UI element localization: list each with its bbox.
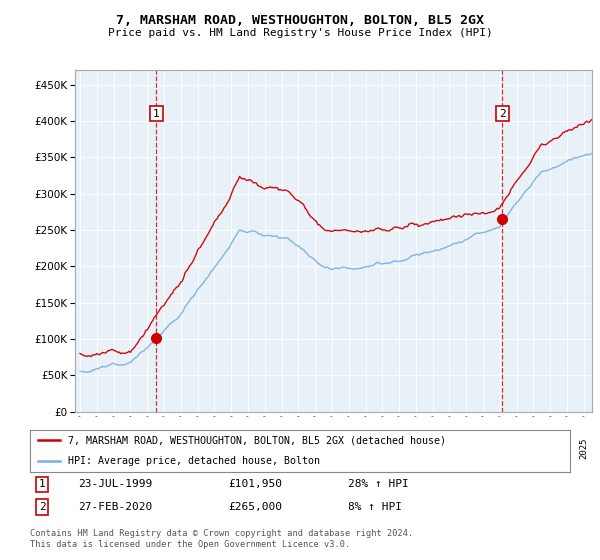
Text: 2022: 2022 bbox=[529, 437, 538, 459]
Text: 2018: 2018 bbox=[462, 437, 471, 459]
Text: 27-FEB-2020: 27-FEB-2020 bbox=[78, 502, 152, 512]
Text: 2021: 2021 bbox=[512, 437, 521, 459]
Text: 2019: 2019 bbox=[479, 437, 488, 459]
Text: 2013: 2013 bbox=[378, 437, 387, 459]
Text: 28% ↑ HPI: 28% ↑ HPI bbox=[348, 479, 409, 489]
Text: 2012: 2012 bbox=[361, 437, 370, 459]
Text: Price paid vs. HM Land Registry's House Price Index (HPI): Price paid vs. HM Land Registry's House … bbox=[107, 28, 493, 38]
Text: 2016: 2016 bbox=[428, 437, 437, 459]
Text: 7, MARSHAM ROAD, WESTHOUGHTON, BOLTON, BL5 2GX (detached house): 7, MARSHAM ROAD, WESTHOUGHTON, BOLTON, B… bbox=[68, 435, 446, 445]
Text: 1999: 1999 bbox=[143, 437, 152, 459]
Text: 2000: 2000 bbox=[160, 437, 169, 459]
Text: 2010: 2010 bbox=[328, 437, 337, 459]
Text: 7, MARSHAM ROAD, WESTHOUGHTON, BOLTON, BL5 2GX: 7, MARSHAM ROAD, WESTHOUGHTON, BOLTON, B… bbox=[116, 14, 484, 27]
Text: 1998: 1998 bbox=[126, 437, 135, 459]
Text: 2: 2 bbox=[38, 502, 46, 512]
Text: 2014: 2014 bbox=[395, 437, 404, 459]
Text: 2015: 2015 bbox=[412, 437, 421, 459]
Text: Contains HM Land Registry data © Crown copyright and database right 2024.
This d: Contains HM Land Registry data © Crown c… bbox=[30, 529, 413, 549]
Text: 2005: 2005 bbox=[244, 437, 253, 459]
Text: 1996: 1996 bbox=[92, 437, 101, 459]
Text: 23-JUL-1999: 23-JUL-1999 bbox=[78, 479, 152, 489]
Text: 2017: 2017 bbox=[445, 437, 454, 459]
Text: 1: 1 bbox=[38, 479, 46, 489]
Text: 2008: 2008 bbox=[294, 437, 303, 459]
Text: 2: 2 bbox=[499, 109, 506, 119]
Text: 2024: 2024 bbox=[563, 437, 572, 459]
Text: 2001: 2001 bbox=[176, 437, 185, 459]
Text: HPI: Average price, detached house, Bolton: HPI: Average price, detached house, Bolt… bbox=[68, 456, 320, 466]
Text: £265,000: £265,000 bbox=[228, 502, 282, 512]
Text: £101,950: £101,950 bbox=[228, 479, 282, 489]
Text: 2002: 2002 bbox=[193, 437, 202, 459]
Text: 2011: 2011 bbox=[344, 437, 353, 459]
Text: 1: 1 bbox=[153, 109, 160, 119]
Text: 2004: 2004 bbox=[227, 437, 236, 459]
Text: 2023: 2023 bbox=[546, 437, 555, 459]
Text: 8% ↑ HPI: 8% ↑ HPI bbox=[348, 502, 402, 512]
Text: 1995: 1995 bbox=[76, 437, 85, 459]
Text: 2006: 2006 bbox=[260, 437, 269, 459]
Text: 2020: 2020 bbox=[496, 437, 505, 459]
Text: 2003: 2003 bbox=[210, 437, 219, 459]
Text: 2025: 2025 bbox=[580, 437, 589, 459]
Text: 2009: 2009 bbox=[311, 437, 320, 459]
Text: 1997: 1997 bbox=[109, 437, 118, 459]
Text: 2007: 2007 bbox=[277, 437, 286, 459]
